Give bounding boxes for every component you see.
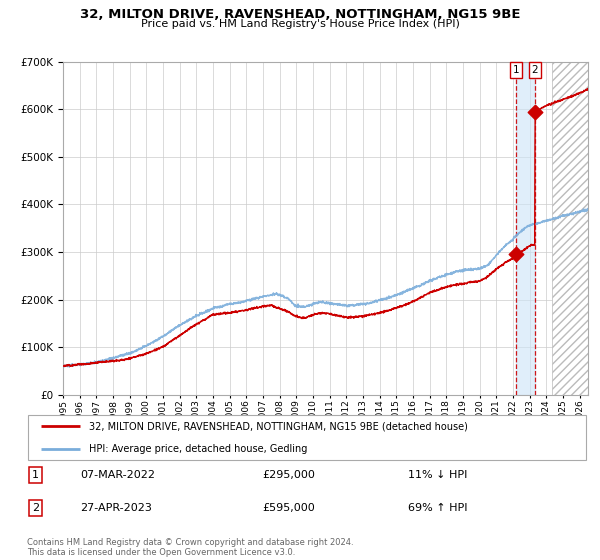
Text: 69% ↑ HPI: 69% ↑ HPI	[409, 503, 468, 513]
Text: 32, MILTON DRIVE, RAVENSHEAD, NOTTINGHAM, NG15 9BE: 32, MILTON DRIVE, RAVENSHEAD, NOTTINGHAM…	[80, 8, 520, 21]
Bar	[552, 62, 588, 395]
Bar	[516, 62, 535, 395]
Text: 1: 1	[32, 470, 39, 480]
Text: Contains HM Land Registry data © Crown copyright and database right 2024.
This d: Contains HM Land Registry data © Crown c…	[27, 538, 353, 557]
Text: 2: 2	[532, 65, 538, 75]
Text: £595,000: £595,000	[263, 503, 316, 513]
Point	[530, 107, 540, 116]
Text: 27-APR-2023: 27-APR-2023	[80, 503, 152, 513]
Text: 07-MAR-2022: 07-MAR-2022	[80, 470, 155, 480]
Point	[511, 250, 521, 259]
Text: 11% ↓ HPI: 11% ↓ HPI	[409, 470, 468, 480]
Text: 2: 2	[32, 503, 39, 513]
Text: 32, MILTON DRIVE, RAVENSHEAD, NOTTINGHAM, NG15 9BE (detached house): 32, MILTON DRIVE, RAVENSHEAD, NOTTINGHAM…	[89, 421, 467, 431]
Text: Price paid vs. HM Land Registry's House Price Index (HPI): Price paid vs. HM Land Registry's House …	[140, 19, 460, 29]
FancyBboxPatch shape	[28, 415, 586, 460]
Text: HPI: Average price, detached house, Gedling: HPI: Average price, detached house, Gedl…	[89, 444, 307, 454]
Text: £295,000: £295,000	[263, 470, 316, 480]
Text: 1: 1	[512, 65, 519, 75]
